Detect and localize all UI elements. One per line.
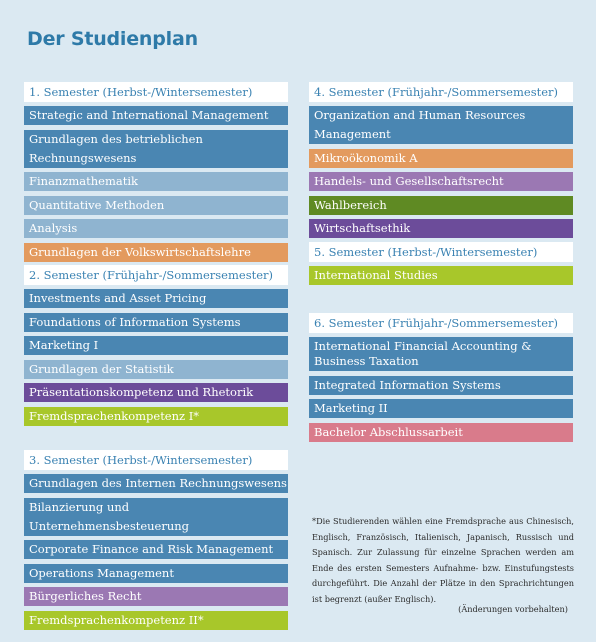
- semester-block-1: 1. Semester (Herbst-/Wintersemester) Str…: [24, 82, 288, 266]
- semester-block-2: 2. Semester (Frühjahr-/Sommersemester) I…: [24, 265, 288, 430]
- course-item: Bilanzierung und Unternehmensbesteuerung: [24, 497, 288, 536]
- semester-header: 4. Semester (Frühjahr-/Sommersemester): [309, 82, 573, 102]
- course-item: Fremdsprachenkompetenz II*: [24, 610, 288, 630]
- course-item: Strategic and International Management: [24, 106, 288, 125]
- remark: (Änderungen vorbehalten): [458, 604, 568, 614]
- course-item: Quantitative Methoden: [24, 195, 288, 215]
- course-item: Präsentationskompetenz und Rhetorik: [24, 383, 288, 402]
- course-item: Marketing I: [24, 336, 288, 355]
- course-item: Operations Management: [24, 563, 288, 583]
- semester-header: 5. Semester (Herbst-/Wintersemester): [309, 242, 573, 262]
- course-item: Wahlbereich: [309, 195, 573, 215]
- course-item: Marketing II: [309, 399, 573, 418]
- course-item: Bürgerliches Recht: [24, 587, 288, 606]
- course-item: International Financial Accounting & Bus…: [309, 337, 573, 371]
- page-title: Der Studienplan: [27, 28, 198, 50]
- course-item: Grundlagen der Volkswirtschaftslehre: [24, 242, 288, 262]
- course-item: Integrated Information Systems: [309, 375, 573, 395]
- course-item: Grundlagen des Internen Rechnungswesens: [24, 474, 288, 493]
- semester-header: 3. Semester (Herbst-/Wintersemester): [24, 450, 288, 470]
- course-item: Handels- und Gesellschaftsrecht: [309, 172, 573, 191]
- course-item: Bachelor Abschlussarbeit: [309, 422, 573, 442]
- course-item: Foundations of Information Systems: [24, 312, 288, 332]
- semester-block-5: 5. Semester (Herbst-/Wintersemester) Int…: [309, 242, 573, 290]
- semester-header: 2. Semester (Frühjahr-/Sommersemester): [24, 265, 288, 285]
- semester-block-3: 3. Semester (Herbst-/Wintersemester) Gru…: [24, 450, 288, 634]
- course-item: Wirtschaftsethik: [309, 219, 573, 238]
- course-item: Grundlagen des betrieblichen Rechnungswe…: [24, 129, 288, 168]
- course-item: Organization and Human Resources Managem…: [309, 106, 573, 144]
- course-item: Finanzmathematik: [24, 172, 288, 191]
- course-item: Investments and Asset Pricing: [24, 289, 288, 308]
- course-item: Corporate Finance and Risk Management: [24, 540, 288, 559]
- semester-header: 6. Semester (Frühjahr-/Sommersemester): [309, 313, 573, 333]
- footnote: *Die Studierenden wählen eine Fremdsprac…: [312, 516, 574, 604]
- course-item: Grundlagen der Statistik: [24, 359, 288, 379]
- semester-block-6: 6. Semester (Frühjahr-/Sommersemester) I…: [309, 313, 573, 446]
- semester-block-4: 4. Semester (Frühjahr-/Sommersemester) O…: [309, 82, 573, 243]
- semester-header: 1. Semester (Herbst-/Wintersemester): [24, 82, 288, 102]
- course-item: International Studies: [309, 266, 573, 285]
- course-item: Mikroökonomik A: [309, 148, 573, 168]
- course-item: Analysis: [24, 219, 288, 238]
- course-item: Fremdsprachenkompetenz I*: [24, 406, 288, 426]
